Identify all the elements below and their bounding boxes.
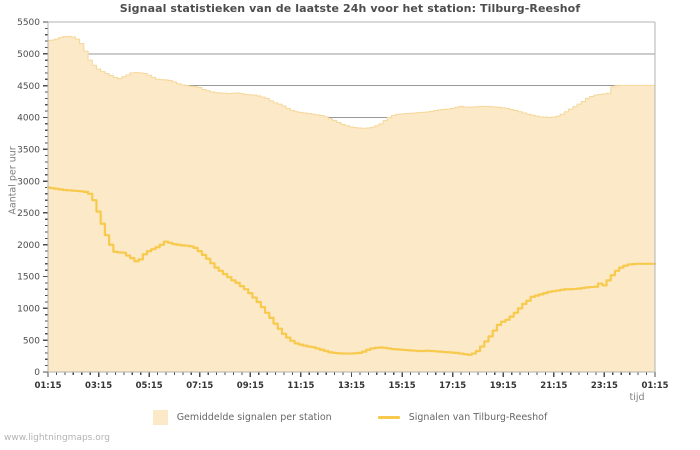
- svg-text:09:15: 09:15: [237, 381, 264, 391]
- svg-text:03:15: 03:15: [85, 381, 112, 391]
- svg-text:0: 0: [34, 368, 40, 378]
- svg-text:3500: 3500: [17, 145, 40, 155]
- plot-frame: [47, 21, 656, 373]
- svg-text:15:15: 15:15: [389, 381, 416, 391]
- svg-text:1000: 1000: [17, 305, 40, 315]
- svg-text:11:15: 11:15: [287, 381, 314, 391]
- svg-text:3000: 3000: [17, 177, 40, 187]
- legend-line-swatch-icon: [377, 416, 400, 419]
- svg-text:23:15: 23:15: [591, 381, 618, 391]
- svg-text:2500: 2500: [17, 209, 40, 219]
- svg-text:1500: 1500: [17, 273, 40, 283]
- svg-text:4000: 4000: [17, 114, 40, 124]
- x-axis-label: tijd: [629, 392, 645, 403]
- svg-text:13:15: 13:15: [338, 381, 365, 391]
- svg-text:5500: 5500: [17, 18, 40, 28]
- series-line-tilburg-reeshof: [46, 186, 657, 356]
- legend-area-swatch-icon: [152, 410, 168, 425]
- watermark: www.lightningmaps.org: [4, 433, 110, 443]
- legend-label-tilburg-reeshof: Signalen van Tilburg-Reeshof: [408, 412, 548, 423]
- y-axis-ticks: 0 500 1000 1500 2000 2500 3000 3500 4000 4500 5000…: [17, 18, 48, 378]
- legend-label-gemiddelde: Gemiddelde signalen per station: [176, 412, 332, 423]
- x-axis-ticks: 01:15 03:15 05:15 07:15 09:15 11:15 13:15 15:15…: [34, 372, 669, 391]
- svg-text:01:15: 01:15: [34, 381, 61, 391]
- svg-text:500: 500: [23, 336, 40, 346]
- svg-text:4500: 4500: [17, 82, 40, 92]
- svg-text:5000: 5000: [17, 50, 40, 60]
- y-axis-label: Aantal per uur: [7, 146, 19, 215]
- svg-text:19:15: 19:15: [490, 381, 517, 391]
- svg-text:05:15: 05:15: [136, 381, 163, 391]
- legend-item-gemiddelde: Gemiddelde signalen per station: [152, 410, 332, 425]
- series-area-outline: [48, 35, 655, 129]
- svg-text:01:15: 01:15: [641, 381, 668, 391]
- legend-item-tilburg-reeshof: Signalen van Tilburg-Reeshof: [377, 412, 548, 423]
- plot-area: 0 500 1000 1500 2000 2500 3000 3500 4000 4500 5000…: [17, 18, 669, 391]
- svg-text:2000: 2000: [17, 241, 40, 251]
- series-area-gemiddelde-signalen: [48, 36, 655, 372]
- svg-text:07:15: 07:15: [186, 381, 213, 391]
- chart-legend: Gemiddelde signalen per station Signalen…: [0, 410, 700, 425]
- svg-text:17:15: 17:15: [439, 381, 466, 391]
- chart-title: Signaal statistieken van de laatste 24h …: [119, 2, 581, 15]
- svg-text:21:15: 21:15: [540, 381, 567, 391]
